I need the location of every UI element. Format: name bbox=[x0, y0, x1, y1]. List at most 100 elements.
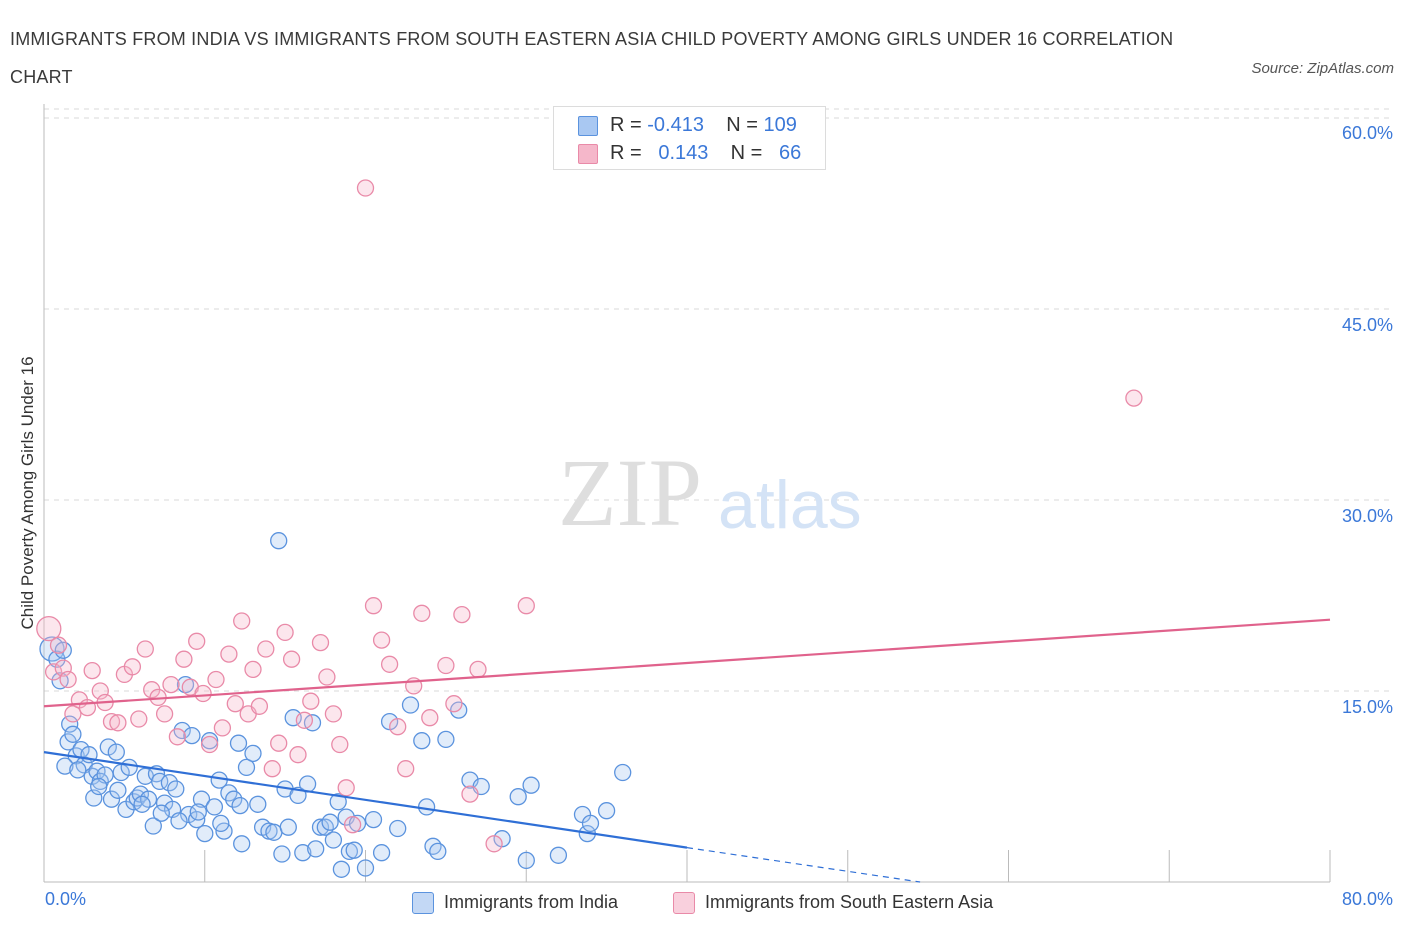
legend-r-label: R = bbox=[610, 142, 642, 164]
india-point bbox=[345, 841, 363, 859]
sea-point bbox=[123, 658, 142, 676]
india-point bbox=[429, 842, 447, 861]
sea-point bbox=[250, 697, 269, 715]
chart-title: IMMIGRANTS FROM INDIA VS IMMIGRANTS FROM… bbox=[10, 29, 1174, 87]
india-point bbox=[294, 844, 312, 862]
india-point bbox=[54, 641, 72, 659]
sea-point bbox=[244, 660, 262, 679]
legend-r-value-sea: 0.143 bbox=[658, 142, 709, 164]
sea-point bbox=[36, 615, 62, 642]
india-point bbox=[311, 818, 330, 836]
series-india-points bbox=[39, 532, 632, 878]
india-point bbox=[284, 709, 302, 727]
sea-point bbox=[276, 623, 294, 642]
india-point bbox=[192, 790, 211, 808]
sea-point bbox=[295, 711, 314, 729]
sea-point bbox=[389, 718, 407, 736]
sea-point bbox=[517, 597, 535, 615]
sea-point bbox=[331, 735, 349, 754]
bottom-legend-label-sea: Immigrants from South Eastern Asia bbox=[705, 892, 994, 912]
legend-r-label: R = bbox=[610, 114, 642, 136]
series-sea-points bbox=[36, 179, 1143, 853]
india-point bbox=[229, 734, 248, 752]
trend-lines bbox=[43, 618, 1331, 883]
legend-swatch-india bbox=[578, 116, 598, 136]
india-point bbox=[389, 819, 407, 838]
india-point bbox=[144, 817, 162, 835]
y-tick-label-60: 60.0% bbox=[1341, 123, 1393, 143]
india-point bbox=[517, 851, 535, 870]
legend-n-label: N = bbox=[726, 114, 758, 136]
sea-point bbox=[343, 816, 362, 834]
india-point bbox=[196, 824, 214, 843]
legend-r-value-india: -0.413 bbox=[647, 114, 704, 136]
y-tick-label-30: 30.0% bbox=[1341, 506, 1393, 526]
sea-point bbox=[453, 605, 471, 624]
watermark-atlas: atlas bbox=[718, 467, 862, 543]
y-tick-label-45: 45.0% bbox=[1341, 315, 1393, 335]
sea-point bbox=[311, 633, 330, 652]
india-point bbox=[413, 732, 431, 750]
india-point bbox=[437, 730, 455, 749]
gridlines bbox=[44, 108, 1392, 692]
india-point bbox=[61, 715, 79, 733]
india-point bbox=[329, 793, 347, 811]
source-label: Source: ZipAtlas.com bbox=[1251, 60, 1394, 77]
india-point bbox=[364, 810, 383, 829]
bottom-legend-swatch-sea bbox=[673, 892, 695, 914]
watermark-zip: ZIP bbox=[558, 439, 702, 546]
sea-point bbox=[318, 668, 336, 686]
india-point bbox=[401, 696, 420, 714]
india-point bbox=[265, 823, 283, 841]
sea-point bbox=[485, 835, 503, 853]
india-point bbox=[152, 804, 170, 822]
india-point bbox=[231, 796, 249, 815]
sea-point bbox=[324, 705, 343, 723]
sea-point bbox=[337, 779, 355, 797]
sea-point bbox=[356, 179, 375, 197]
sea-point bbox=[282, 650, 301, 668]
india-point bbox=[120, 758, 138, 777]
x-tick-label-max: 80.0% bbox=[1341, 889, 1393, 909]
india-point bbox=[102, 790, 121, 808]
sea-point bbox=[380, 655, 399, 673]
sea-point bbox=[437, 656, 455, 675]
india-point bbox=[522, 776, 540, 794]
sea-point bbox=[302, 692, 320, 710]
sea-point bbox=[136, 640, 154, 658]
india-point bbox=[581, 814, 600, 833]
y-tick-label-15: 15.0% bbox=[1341, 697, 1393, 717]
sea-point bbox=[102, 712, 121, 731]
sea-point bbox=[194, 684, 212, 703]
x-tick-label-min: 0.0% bbox=[45, 889, 87, 909]
india-point bbox=[69, 761, 87, 779]
india-point bbox=[249, 795, 267, 813]
india-point bbox=[614, 763, 632, 782]
sea-point bbox=[188, 632, 206, 650]
trend-line-sea bbox=[43, 618, 1331, 708]
sea-point bbox=[289, 746, 307, 764]
india-point bbox=[244, 744, 262, 763]
sea-point bbox=[162, 675, 180, 694]
india-point bbox=[176, 675, 195, 694]
india-point bbox=[64, 725, 82, 743]
correlation-legend: R = -0.413 N = 109 R = 0.143 N = 66 bbox=[553, 106, 826, 170]
india-point bbox=[170, 812, 188, 830]
india-point bbox=[424, 837, 442, 855]
india-point bbox=[332, 860, 351, 878]
india-point bbox=[200, 732, 219, 750]
sea-point bbox=[445, 695, 463, 713]
india-point bbox=[225, 790, 243, 808]
india-point bbox=[183, 726, 201, 745]
india-point bbox=[237, 758, 256, 777]
india-point bbox=[133, 795, 151, 813]
sea-point bbox=[220, 645, 238, 663]
sea-point bbox=[372, 631, 391, 649]
india-point bbox=[321, 813, 339, 831]
india-point bbox=[549, 846, 568, 864]
legend-n-label: N = bbox=[730, 142, 763, 164]
india-point bbox=[417, 798, 436, 816]
sea-point bbox=[270, 734, 288, 752]
sea-point bbox=[207, 670, 225, 689]
